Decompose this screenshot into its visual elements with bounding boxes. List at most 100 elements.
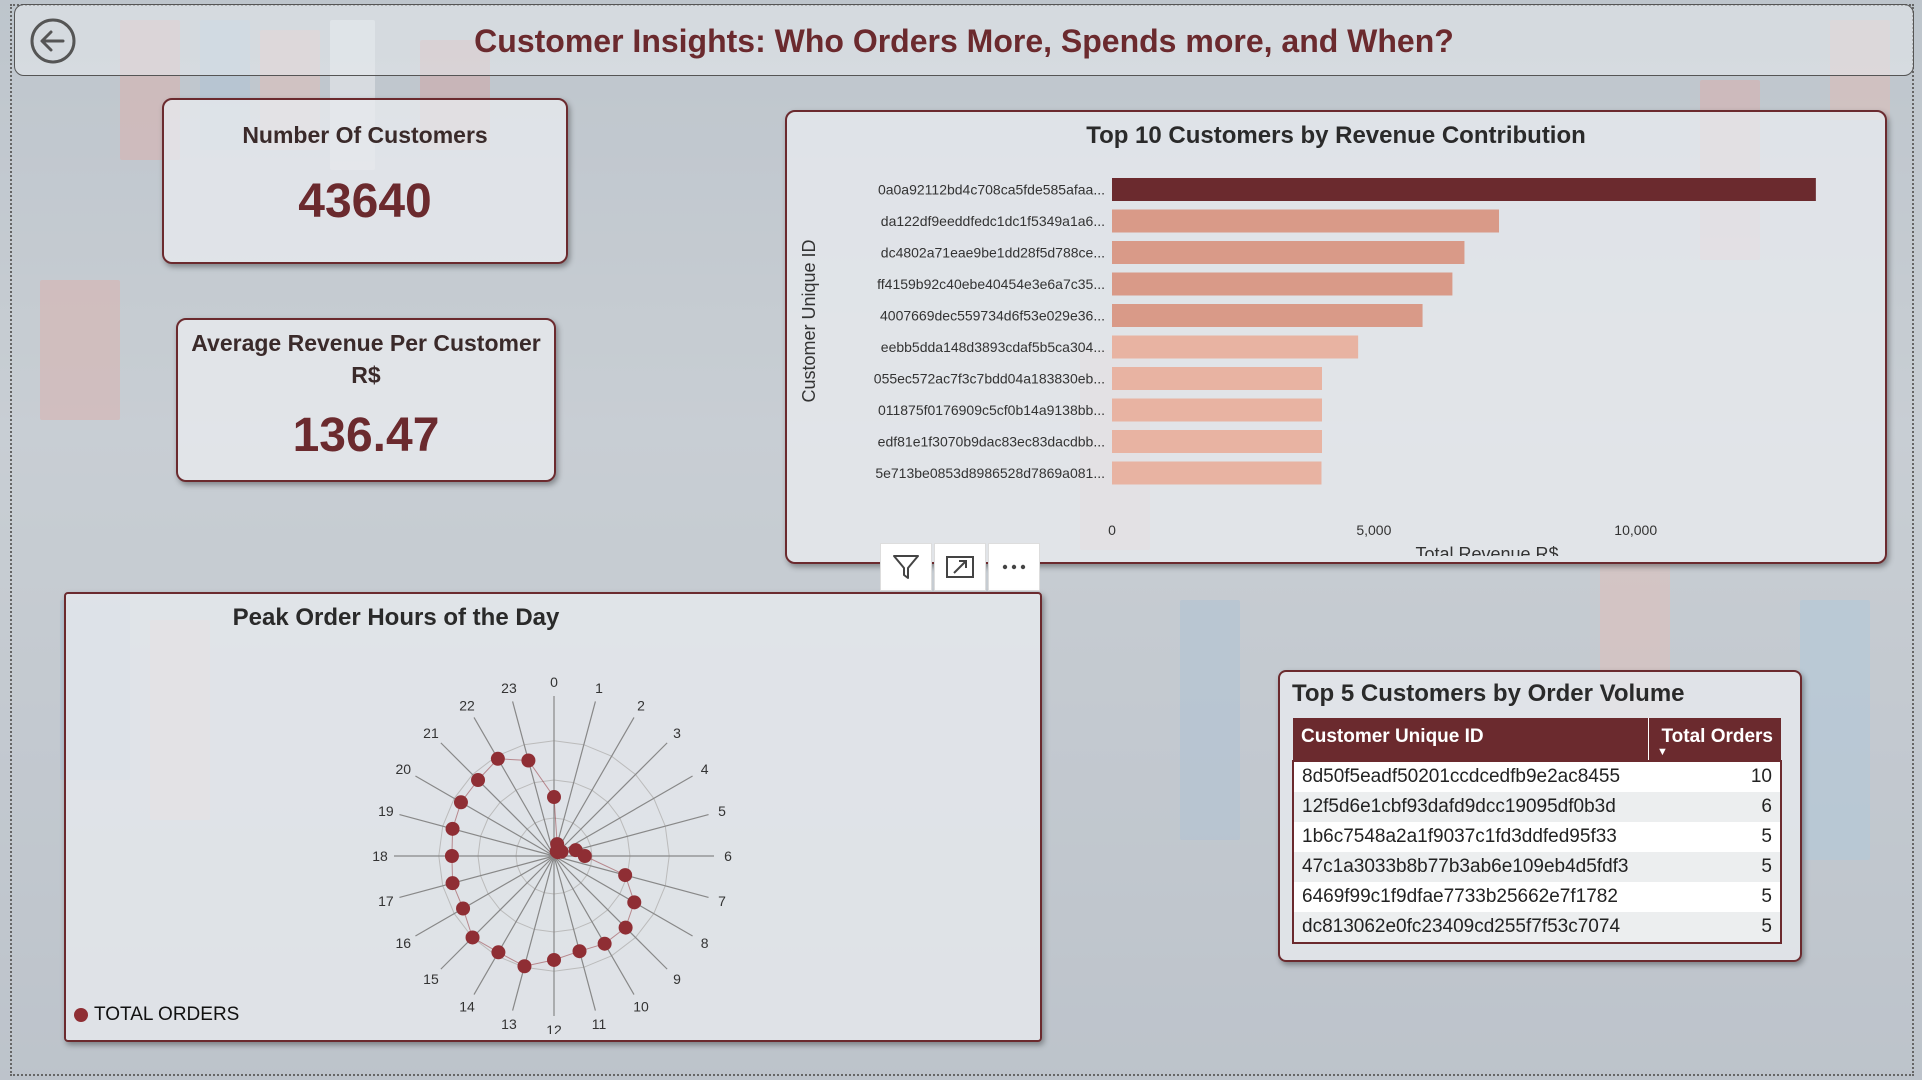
radar-hour-label: 3 bbox=[673, 725, 681, 741]
radar-spoke bbox=[415, 775, 555, 857]
radar-spoke bbox=[553, 855, 668, 970]
radar-point[interactable] bbox=[445, 876, 460, 891]
kpi-card-customers[interactable]: Number Of Customers 43640 bbox=[162, 98, 568, 264]
radar-spoke bbox=[553, 717, 635, 857]
bar-category-label: 055ec572ac7f3c7bdd04a183830eb... bbox=[874, 371, 1105, 387]
table-row[interactable]: 47c1a3033b8b77b3ab6e109eb4d5fdf3 5 bbox=[1293, 852, 1781, 882]
x-tick-label: 10,000 bbox=[1614, 522, 1657, 538]
radar-spoke bbox=[553, 855, 693, 937]
radar-hour-label: 2 bbox=[637, 697, 645, 713]
radar-point[interactable] bbox=[572, 944, 587, 959]
radar-point[interactable] bbox=[453, 795, 468, 810]
radar-hour-label: 20 bbox=[396, 761, 412, 777]
kpi-card-avg-revenue[interactable]: Average Revenue Per Customer R$ 136.47 bbox=[176, 318, 556, 482]
table-row[interactable]: 12f5d6e1cbf93dafd9dcc19095df0b3d 6 bbox=[1293, 792, 1781, 822]
bar[interactable] bbox=[1112, 304, 1423, 327]
radar-spoke bbox=[473, 717, 555, 857]
bar-category-label: 011875f0176909c5cf0b14a9138bb... bbox=[878, 402, 1105, 418]
radar-point[interactable] bbox=[521, 753, 536, 768]
radar-hour-label: 13 bbox=[501, 1016, 517, 1032]
radar-legend: TOTAL ORDERS bbox=[74, 1004, 239, 1026]
more-options-button[interactable] bbox=[988, 543, 1040, 591]
kpi-customers-value: 43640 bbox=[298, 175, 432, 228]
radar-spoke bbox=[512, 701, 555, 857]
table-row[interactable]: 1b6c7548a2a1f9037c1fd3ddfed95f33 5 bbox=[1293, 822, 1781, 852]
radar-point[interactable] bbox=[547, 790, 561, 805]
bar[interactable] bbox=[1112, 209, 1500, 233]
cell-customer-id: dc813062e0fc23409cd255f7f53c7074 bbox=[1293, 912, 1649, 943]
bar-category-label: da122df9eeddfedc1dc1f5349a1a6... bbox=[881, 213, 1105, 229]
radar-point[interactable] bbox=[547, 952, 561, 967]
bar-chart-plot: 0a0a92112bd4c708ca5fde585afaa... da122df9… bbox=[799, 178, 1816, 556]
kpi-customers-label: Number Of Customers bbox=[242, 122, 488, 148]
cell-customer-id: 6469f99c1f9dfae7733b25662e7f1782 bbox=[1293, 882, 1649, 912]
bar[interactable] bbox=[1112, 398, 1323, 422]
radar-hour-label: 12 bbox=[546, 1022, 562, 1034]
header-bar: Customer Insights: Who Orders More, Spen… bbox=[14, 4, 1914, 76]
filter-icon bbox=[893, 555, 919, 579]
top10-revenue-chart[interactable]: Top 10 Customers by Revenue Contribution… bbox=[785, 110, 1887, 564]
radar-hour-label: 16 bbox=[396, 935, 412, 951]
bar-category-label: 0a0a92112bd4c708ca5fde585afaa... bbox=[878, 182, 1105, 198]
bar[interactable] bbox=[1112, 335, 1359, 359]
radar-point[interactable] bbox=[517, 959, 532, 974]
radar-hour-label: 15 bbox=[423, 971, 439, 987]
bar[interactable] bbox=[1112, 241, 1465, 264]
cell-customer-id: 8d50f5eadf50201ccdcedfb9e2ac8455 bbox=[1293, 761, 1649, 792]
radar-point[interactable] bbox=[465, 930, 480, 945]
top5-orders-table-card[interactable]: Top 5 Customers by Order Volume Customer… bbox=[1278, 670, 1802, 962]
table-row[interactable]: 6469f99c1f9dfae7733b25662e7f1782 5 bbox=[1293, 882, 1781, 912]
radar-hour-label: 7 bbox=[718, 893, 726, 909]
table-row[interactable]: 8d50f5eadf50201ccdcedfb9e2ac8455 10 bbox=[1293, 761, 1781, 792]
radar-spoke bbox=[473, 855, 555, 995]
top5-table: Customer Unique ID Total Orders ▼ 8d50f5… bbox=[1292, 718, 1782, 944]
bar-category-label: 4007669dec559734d6f53e029e36... bbox=[880, 308, 1105, 324]
radar-hour-label: 0 bbox=[550, 674, 558, 690]
back-arrow-icon[interactable] bbox=[29, 17, 77, 65]
radar-point[interactable] bbox=[618, 920, 633, 935]
radar-point[interactable] bbox=[444, 849, 459, 863]
cell-total-orders: 5 bbox=[1648, 882, 1781, 912]
kpi-avg-revenue-value: 136.47 bbox=[292, 409, 440, 462]
bar[interactable] bbox=[1112, 430, 1323, 453]
radar-point[interactable] bbox=[597, 936, 612, 951]
radar-point[interactable] bbox=[627, 895, 642, 910]
filter-button[interactable] bbox=[880, 543, 932, 591]
kpi-avg-revenue-label: Average Revenue Per Customer bbox=[191, 330, 541, 356]
radar-point[interactable] bbox=[554, 844, 569, 859]
column-header-customer-id[interactable]: Customer Unique ID bbox=[1293, 718, 1649, 761]
radar-hour-label: 8 bbox=[701, 935, 709, 951]
bar-chart-title: Top 10 Customers by Revenue Contribution bbox=[1086, 122, 1586, 149]
radar-hour-label: 17 bbox=[378, 893, 394, 909]
bar[interactable] bbox=[1112, 461, 1322, 485]
radar-spoke bbox=[512, 855, 555, 1011]
radar-hour-label: 4 bbox=[701, 761, 709, 777]
radar-spoke bbox=[415, 855, 555, 937]
sort-descending-icon: ▼ bbox=[1656, 746, 1668, 758]
table-row[interactable]: dc813062e0fc23409cd255f7f53c7074 5 bbox=[1293, 912, 1781, 943]
bar[interactable] bbox=[1112, 178, 1816, 201]
radar-chart-title: Peak Order Hours of the Day bbox=[232, 604, 560, 631]
radar-hour-label: 9 bbox=[673, 971, 681, 987]
radar-hour-label: 10 bbox=[633, 999, 649, 1015]
bar-category-label: edf81e1f3070b9dac83ec83dacdbb... bbox=[878, 434, 1105, 450]
radar-point[interactable] bbox=[456, 901, 471, 916]
radar-point[interactable] bbox=[490, 751, 505, 766]
radar-hour-label: 6 bbox=[724, 848, 732, 864]
radar-point[interactable] bbox=[491, 945, 506, 960]
bar[interactable] bbox=[1112, 367, 1323, 390]
bar[interactable] bbox=[1112, 272, 1453, 296]
column-header-total-orders[interactable]: Total Orders ▼ bbox=[1647, 718, 1781, 761]
radar-point[interactable] bbox=[471, 773, 486, 788]
cell-total-orders: 5 bbox=[1648, 852, 1781, 882]
peak-hours-chart[interactable]: Peak Order Hours of the Day 0 1 2 3 4 5 6 7 8 9 10… bbox=[64, 592, 1042, 1042]
kpi-avg-revenue-unit: R$ bbox=[351, 362, 381, 388]
radar-hour-label: 1 bbox=[595, 680, 603, 696]
radar-spoke bbox=[440, 855, 555, 970]
radar-point[interactable] bbox=[618, 868, 633, 883]
radar-point[interactable] bbox=[577, 849, 592, 863]
focus-mode-button[interactable] bbox=[934, 543, 986, 591]
x-tick-label: 0 bbox=[1108, 522, 1116, 538]
focus-mode-icon bbox=[946, 556, 974, 578]
radar-point[interactable] bbox=[445, 821, 460, 836]
